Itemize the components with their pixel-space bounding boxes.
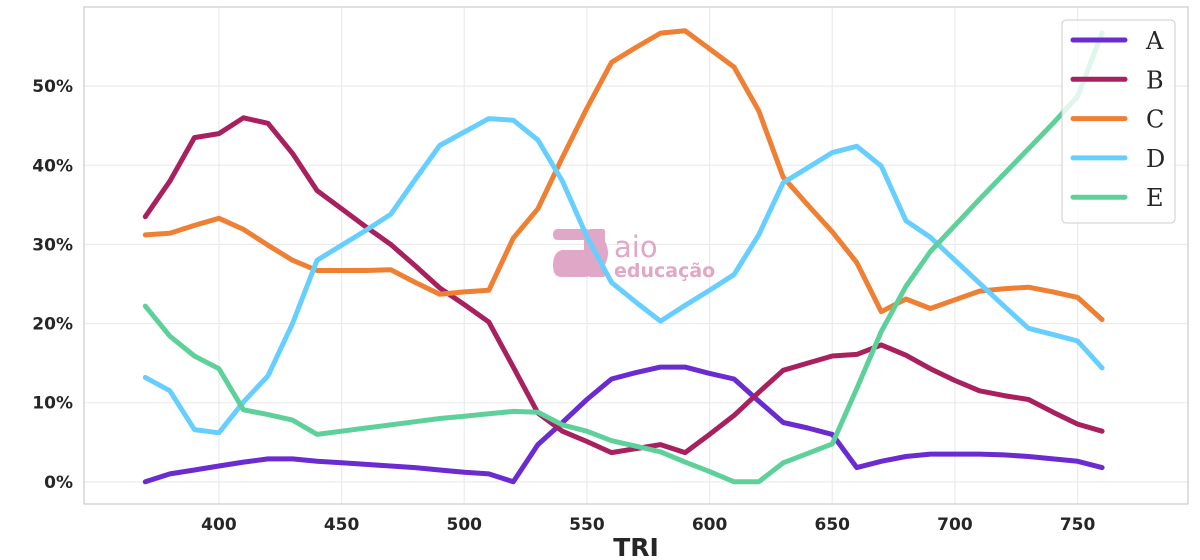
x-axis-ticks: 400 450 500 550 600 650 700 750 — [201, 515, 1095, 535]
series-line-d — [142, 116, 1105, 436]
aio-logo-icon — [553, 229, 608, 277]
plot-frame — [83, 6, 1189, 505]
watermark-line2: educação — [614, 260, 715, 282]
legend-label-b: B — [1146, 66, 1164, 94]
y-tick-label: 30% — [32, 235, 73, 255]
y-axis-ticks: 0% 10% 20% 30% 40% 50% — [32, 77, 73, 493]
series-line-b — [142, 115, 1105, 456]
x-tick-label: 750 — [1060, 515, 1096, 535]
y-tick-label: 0% — [44, 473, 73, 493]
x-tick-label: 500 — [447, 515, 483, 535]
series-line-a — [142, 364, 1105, 485]
legend-label-d: D — [1146, 145, 1165, 173]
x-tick-label: 550 — [569, 515, 605, 535]
x-tick-label: 400 — [201, 515, 237, 535]
legend-label-e: E — [1146, 184, 1164, 212]
x-tick-label: 450 — [324, 515, 360, 535]
legend-label-a: A — [1145, 27, 1164, 55]
series-lines — [142, 28, 1105, 485]
y-tick-label: 10% — [32, 394, 73, 414]
legend-label-c: C — [1146, 106, 1164, 134]
watermark-line1: aio — [614, 230, 658, 264]
y-tick-label: 40% — [32, 156, 73, 176]
x-axis-title: TRI — [613, 533, 659, 560]
y-tick-label: 50% — [32, 77, 73, 97]
legend-box — [1061, 19, 1176, 224]
series-line-e — [142, 30, 1105, 485]
x-tick-label: 700 — [937, 515, 973, 535]
x-tick-label: 600 — [692, 515, 728, 535]
series-line-c — [142, 28, 1105, 323]
grid-lines — [84, 7, 1188, 504]
x-tick-label: 650 — [815, 515, 851, 535]
y-tick-label: 20% — [32, 315, 73, 335]
aio-educacao-watermark: aio educação — [553, 229, 715, 282]
